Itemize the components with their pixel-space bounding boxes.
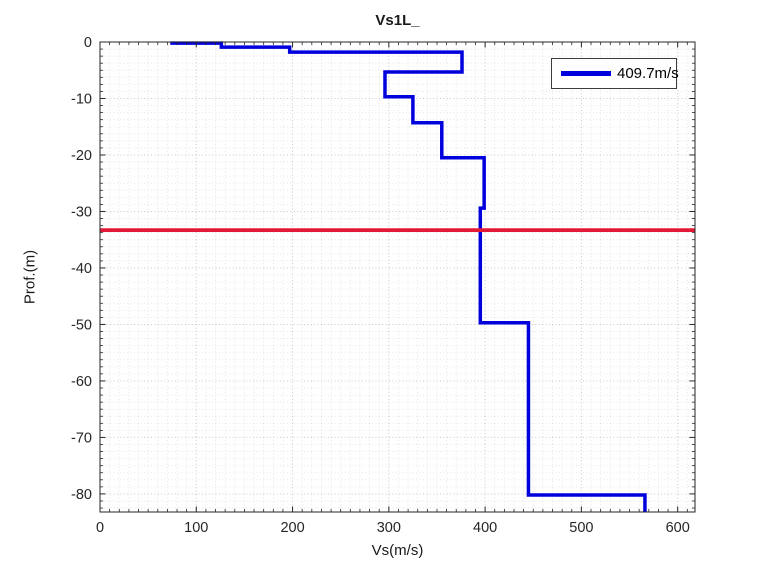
x-axis-label: Vs(m/s) [371,542,424,559]
axes-box [99,41,696,513]
legend-line-sample [561,71,611,76]
y-tick-label: -10 [71,91,92,107]
x-tick-label: 600 [666,520,690,536]
x-tick-label: 0 [96,520,104,536]
y-tick-label: -50 [71,317,92,333]
y-tick-label: -70 [71,430,92,446]
x-tick-label: 300 [377,520,401,536]
x-tick-label: 200 [280,520,304,536]
x-tick-label: 500 [569,520,593,536]
y-tick-label: -60 [71,374,92,390]
legend: 409.7m/s [551,58,679,89]
y-tick-label: 0 [84,35,92,51]
legend-label: 409.7m/s [617,65,679,82]
y-tick-label: -40 [71,261,92,277]
y-tick-label: -80 [71,487,92,503]
y-tick-label: -20 [71,148,92,164]
x-tick-label: 400 [473,520,497,536]
chart-title: Vs1L_ [375,12,420,29]
y-tick-label: -30 [71,204,92,220]
x-tick-label: 100 [184,520,208,536]
y-axis-label: Prof.(m) [21,249,39,305]
vs-step-profile-line [170,41,647,512]
